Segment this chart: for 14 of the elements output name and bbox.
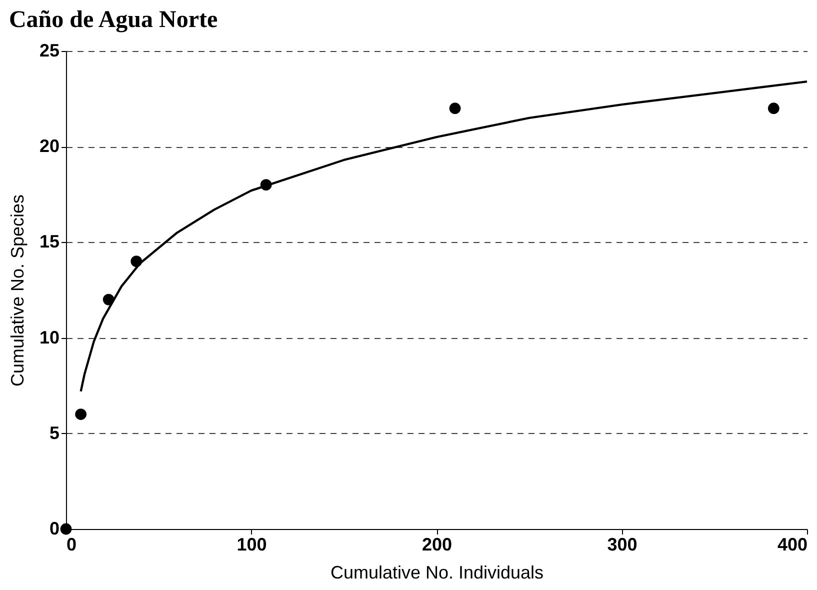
y-tick-label: 20 (39, 136, 60, 156)
x-tick-label: 300 (607, 534, 638, 554)
y-tick-label: 10 (39, 327, 60, 348)
x-tick-label: 0 (66, 534, 77, 554)
y-tick-label: 5 (49, 422, 60, 443)
y-tick-label: 15 (39, 232, 60, 252)
x-tick-label: 100 (236, 534, 267, 554)
y-tick-label: 25 (39, 40, 60, 60)
y-tick-label: 0 (49, 518, 60, 538)
x-tick-label: 200 (422, 534, 452, 554)
chart-title: Caño de Agua Norte (8, 7, 218, 33)
x-tick-label: 400 (777, 534, 808, 554)
y-axis-title: Cumulative No. Species (7, 194, 28, 387)
x-axis-title: Cumulative No. Individuals (330, 562, 544, 582)
